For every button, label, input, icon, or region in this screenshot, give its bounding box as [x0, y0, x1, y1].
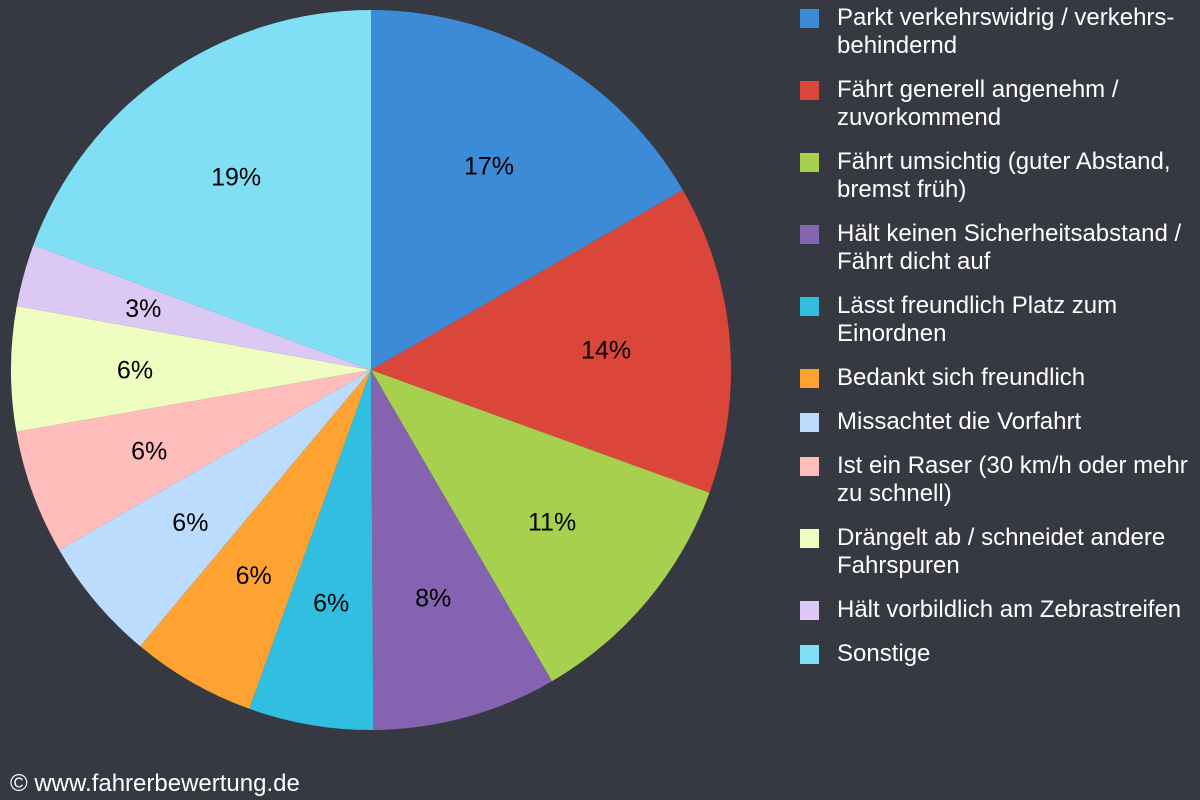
legend-item: Parkt verkehrswidrig / verkehrs-behinder…: [800, 4, 1195, 60]
pie-slice: [249, 370, 374, 731]
pie-slice: [371, 370, 552, 730]
legend-swatch: [800, 369, 819, 388]
data-label: 6%: [236, 562, 272, 590]
pie-slice: [371, 370, 710, 682]
legend-item: Missachtet die Vorfahrt: [800, 408, 1195, 436]
legend-label: Bedankt sich freundlich: [837, 364, 1086, 391]
data-label: 3%: [125, 295, 161, 323]
legend-swatch: [800, 153, 819, 172]
legend-swatch: [800, 529, 819, 548]
legend-label: Lässt freundlich Platz zum Einordnen: [837, 292, 1118, 347]
data-label: 14%: [581, 336, 631, 364]
legend-swatch: [800, 225, 819, 244]
legend-label: Drängelt ab / schneidet andere Fahrspure…: [837, 524, 1166, 579]
legend-swatch: [800, 601, 819, 620]
pie-chart: 17% 14% 11% 8% 6% 6% 6% 6% 6% 3% 19%: [10, 10, 732, 731]
legend-item: Lässt freundlich Platz zum Einordnen: [800, 292, 1195, 348]
legend-label: Sonstige: [837, 640, 931, 667]
legend-swatch: [800, 9, 819, 28]
data-label: 6%: [172, 509, 208, 537]
data-label: 19%: [211, 163, 261, 191]
legend-item: Sonstige: [800, 640, 1195, 668]
pie-slice: [10, 306, 371, 432]
data-label: 6%: [131, 437, 167, 465]
data-label: 8%: [415, 585, 451, 613]
data-label: 11%: [528, 508, 576, 536]
data-label: 6%: [117, 356, 153, 384]
legend-item: Fährt umsichtig (guter Abstand, bremst f…: [800, 148, 1195, 204]
data-label: 17%: [464, 153, 514, 181]
legend-swatch: [800, 457, 819, 476]
legend-label: Hält keinen Sicherheitsabstand / Fährt d…: [837, 220, 1182, 275]
legend-item: Ist ein Raser (30 km/h oder mehr zu schn…: [800, 452, 1195, 508]
legend-item: Hält vorbildlich am Zebrastreifen: [800, 596, 1195, 624]
legend-item: Drängelt ab / schneidet andere Fahrspure…: [800, 524, 1195, 580]
pie-slice: [59, 370, 371, 647]
legend-swatch: [800, 81, 819, 100]
pie-slice: [371, 10, 683, 370]
legend-swatch: [800, 413, 819, 432]
legend-item: Fährt generell angenehm / zuvorkommend: [800, 76, 1195, 132]
legend-label: Parkt verkehrswidrig / verkehrs-behinder…: [837, 4, 1175, 59]
copyright-text: © www.fahrerbewertung.de: [10, 770, 300, 797]
legend-label: Missachtet die Vorfahrt: [837, 408, 1082, 435]
pie-slice: [16, 245, 371, 370]
legend-item: Hält keinen Sicherheitsabstand / Fährt d…: [800, 220, 1195, 276]
legend-label: Fährt umsichtig (guter Abstand, bremst f…: [837, 148, 1171, 203]
legend-label: Hält vorbildlich am Zebrastreifen: [837, 596, 1182, 623]
legend-item: Bedankt sich freundlich: [800, 364, 1195, 392]
data-label: 6%: [313, 590, 349, 618]
legend-label: Fährt generell angenehm / zuvorkommend: [837, 76, 1119, 131]
pie-slice: [140, 370, 371, 709]
pie-slice: [16, 370, 371, 550]
legend-label: Ist ein Raser (30 km/h oder mehr zu schn…: [837, 452, 1188, 507]
pie-slice: [33, 10, 372, 370]
legend-swatch: [800, 297, 819, 316]
legend: Parkt verkehrswidrig / verkehrs-behinder…: [800, 4, 1195, 668]
legend-swatch: [800, 645, 819, 664]
pie-slice: [371, 190, 732, 493]
